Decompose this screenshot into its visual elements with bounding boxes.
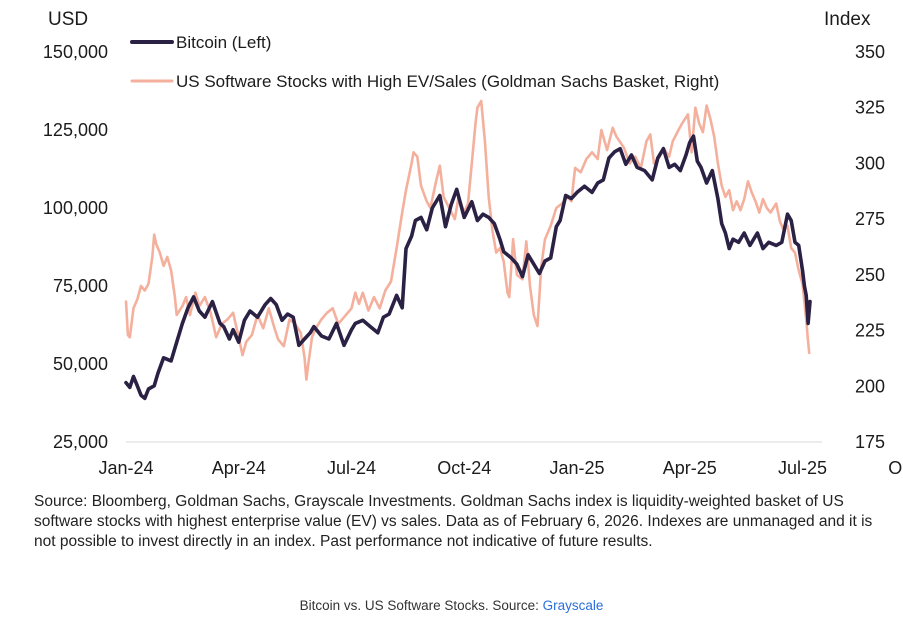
right-axis-tick-label: 200 bbox=[855, 376, 885, 396]
right-axis-ticks: 175 200 225 250 275 300 325 350 bbox=[855, 42, 885, 452]
x-axis-tick-label: Apr-24 bbox=[212, 458, 266, 478]
right-axis-unit-label: Index bbox=[824, 9, 871, 30]
right-axis-tick-label: 250 bbox=[855, 265, 885, 285]
x-axis-ticks: Jan-24 Apr-24 Jul-24 Oct-24 Jan-25 Apr-25 Jul-… bbox=[98, 458, 903, 478]
legend-label-bitcoin: Bitcoin (Left) bbox=[176, 33, 271, 52]
left-axis-tick-label: 100,000 bbox=[43, 198, 108, 218]
right-axis-tick-label: 325 bbox=[855, 98, 885, 118]
right-axis-tick-label: 175 bbox=[855, 432, 885, 452]
legend-label-software-stocks: US Software Stocks with High EV/Sales (G… bbox=[176, 72, 719, 91]
right-axis-tick-label: 275 bbox=[855, 209, 885, 229]
x-axis-tick-label: Oct-24 bbox=[437, 458, 491, 478]
left-axis-tick-label: 50,000 bbox=[53, 354, 108, 374]
x-axis-tick-label: Jul-24 bbox=[327, 458, 376, 478]
chart: 25,00050,00075,000100,000125,000150,000 … bbox=[43, 9, 903, 478]
right-axis-tick-label: 225 bbox=[855, 321, 885, 341]
caption-text: Bitcoin vs. US Software Stocks. Source: bbox=[299, 598, 543, 613]
left-axis-ticks: 25,000 50,000 75,000 100,000 125,000 150,000 bbox=[43, 42, 108, 452]
x-axis-tick-label: Jan-24 bbox=[98, 458, 153, 478]
x-axis-tick-label: Jul-25 bbox=[778, 458, 827, 478]
right-axis-tick-label: 300 bbox=[855, 153, 885, 173]
bitcoin-series-line bbox=[124, 134, 812, 401]
x-axis-tick-label: Oct-25 bbox=[888, 458, 903, 478]
caption: Bitcoin vs. US Software Stocks. Source: … bbox=[0, 598, 903, 613]
software-stocks-series-line bbox=[124, 99, 811, 381]
series-layer bbox=[124, 99, 812, 401]
left-axis-tick-label: 25,000 bbox=[53, 432, 108, 452]
left-axis-tick-label: 125,000 bbox=[43, 120, 108, 140]
legend: Bitcoin (Left) US Software Stocks with Hi… bbox=[130, 33, 719, 91]
caption-source-link[interactable]: Grayscale bbox=[542, 598, 604, 613]
x-axis-tick-label: Apr-25 bbox=[663, 458, 717, 478]
left-axis-unit-label: USD bbox=[48, 9, 88, 30]
right-axis-tick-label: 350 bbox=[855, 42, 885, 62]
left-axis-tick-label: 150,000 bbox=[43, 42, 108, 62]
source-note: Source: Bloomberg, Goldman Sachs, Graysc… bbox=[34, 493, 873, 550]
x-axis-tick-label: Jan-25 bbox=[549, 458, 604, 478]
left-axis-tick-label: 75,000 bbox=[53, 276, 108, 296]
